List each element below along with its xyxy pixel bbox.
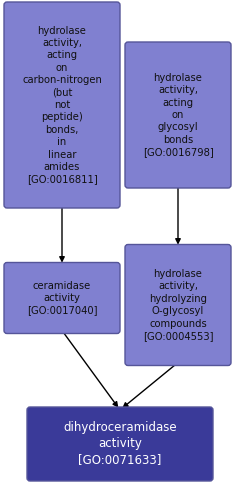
FancyBboxPatch shape bbox=[125, 245, 231, 366]
FancyBboxPatch shape bbox=[4, 2, 120, 208]
Text: hydrolase
activity,
acting
on
glycosyl
bonds
[GO:0016798]: hydrolase activity, acting on glycosyl b… bbox=[143, 73, 213, 157]
Text: hydrolase
activity,
hydrolyzing
O-glycosyl
compounds
[GO:0004553]: hydrolase activity, hydrolyzing O-glycos… bbox=[143, 269, 213, 341]
Text: ceramidase
activity
[GO:0017040]: ceramidase activity [GO:0017040] bbox=[27, 280, 97, 315]
FancyBboxPatch shape bbox=[4, 263, 120, 334]
FancyBboxPatch shape bbox=[27, 407, 213, 481]
FancyBboxPatch shape bbox=[125, 42, 231, 188]
Text: dihydroceramidase
activity
[GO:0071633]: dihydroceramidase activity [GO:0071633] bbox=[63, 422, 177, 466]
Text: hydrolase
activity,
acting
on
carbon-nitrogen
(but
not
peptide)
bonds,
in
linear: hydrolase activity, acting on carbon-nit… bbox=[22, 26, 102, 184]
